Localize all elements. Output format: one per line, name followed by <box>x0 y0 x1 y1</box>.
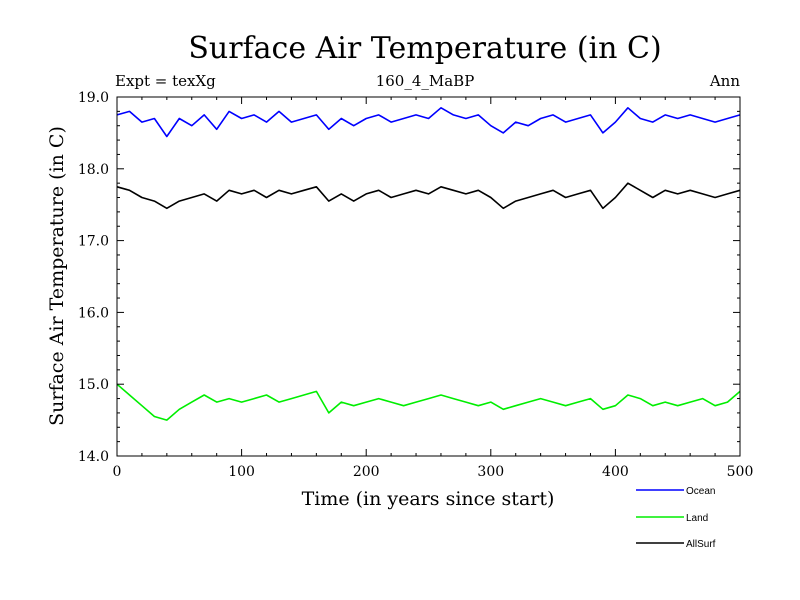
plot-area <box>116 107 741 421</box>
x-tick-label: 100 <box>228 464 255 480</box>
chart-title: Surface Air Temperature (in C) <box>188 31 661 66</box>
series-line-land <box>116 383 741 421</box>
legend-label-allsurf: AllSurf <box>686 539 716 550</box>
season-label: Ann <box>709 72 740 90</box>
x-axis: 0 100 200 300 400 500 <box>113 97 754 480</box>
y-tick-label: 16.0 <box>78 305 109 321</box>
x-tick-label: 500 <box>727 464 754 480</box>
y-tick-label: 17.0 <box>78 234 109 250</box>
y-tick-label: 18.0 <box>78 162 109 178</box>
y-axis: 14.0 15.0 16.0 17.0 18.0 19.0 <box>78 90 740 465</box>
x-tick-label: 300 <box>477 464 504 480</box>
y-tick-label: 19.0 <box>78 90 109 106</box>
series-line-ocean <box>116 107 741 138</box>
legend: Ocean Land AllSurf <box>636 486 716 550</box>
y-tick-label: 14.0 <box>78 449 109 465</box>
x-axis-label: Time (in years since start) <box>302 488 555 510</box>
plot-frame <box>116 96 741 457</box>
y-axis-label: Surface Air Temperature (in C) <box>46 126 68 426</box>
legend-label-ocean: Ocean <box>686 486 715 497</box>
y-tick-label: 15.0 <box>78 377 109 393</box>
chart-subtitle: 160_4_MaBP <box>376 72 475 90</box>
x-tick-label: 200 <box>353 464 380 480</box>
experiment-label: Expt = texXg <box>115 72 216 90</box>
x-tick-label: 400 <box>602 464 629 480</box>
x-tick-label: 0 <box>113 464 122 480</box>
series-line-allsurf <box>116 182 741 210</box>
legend-label-land: Land <box>686 513 708 524</box>
